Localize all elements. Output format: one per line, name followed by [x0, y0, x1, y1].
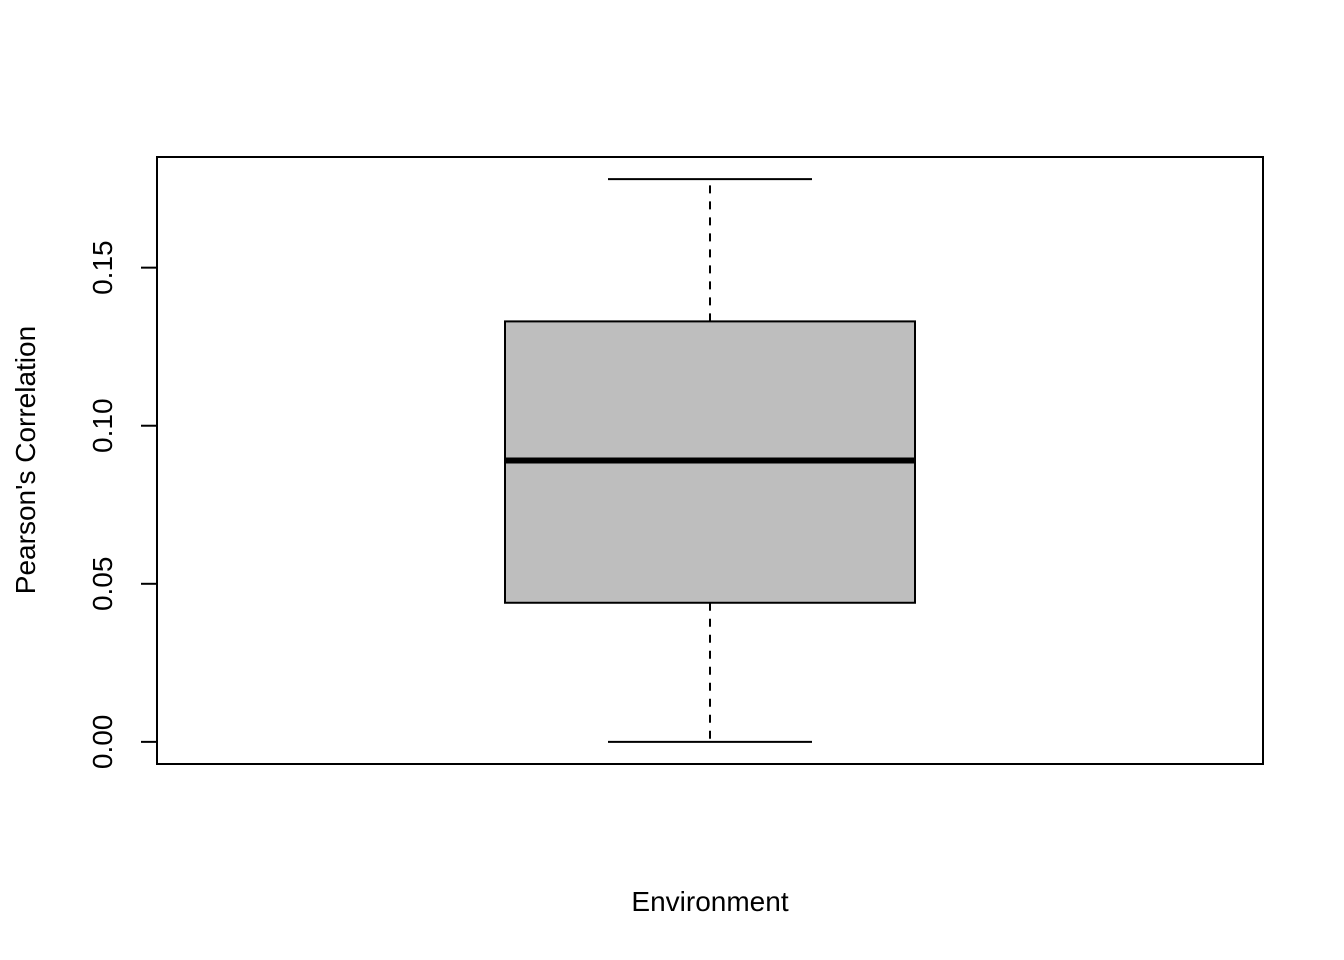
- y-tick-label: 0.15: [87, 240, 118, 295]
- y-axis-label: Pearson's Correlation: [10, 326, 41, 594]
- x-axis-label: Environment: [631, 886, 788, 917]
- y-tick-label: 0.10: [87, 398, 118, 453]
- plot-frame: [156, 156, 1264, 765]
- y-tick-label: 0.05: [87, 557, 118, 612]
- y-axis: 0.00 0.05 0.10 0.15: [87, 240, 157, 769]
- y-tick-label: 0.00: [87, 715, 118, 770]
